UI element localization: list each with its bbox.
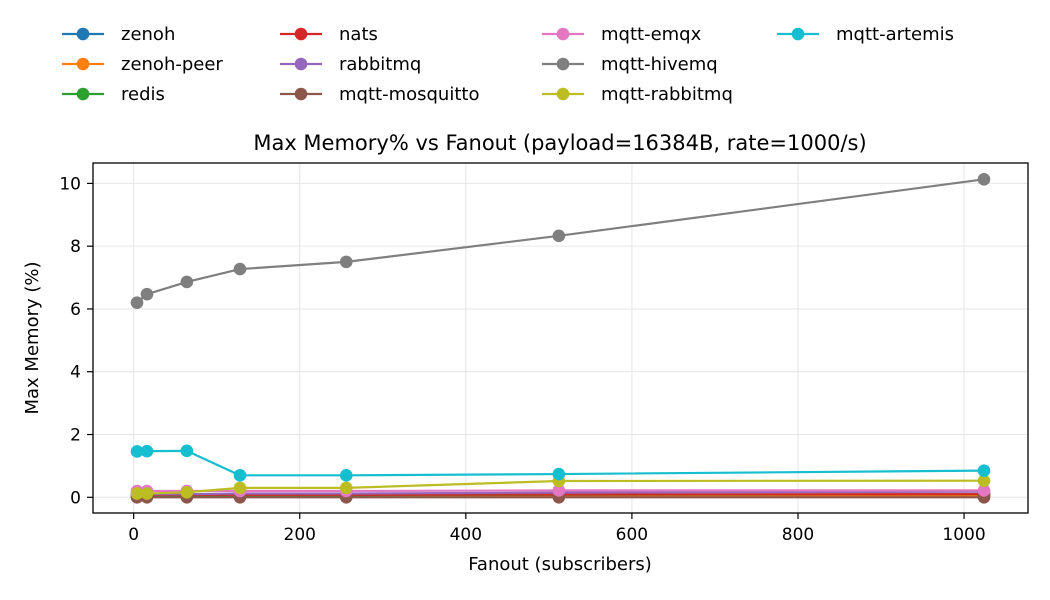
x-axis-label: Fanout (subscribers) [468, 554, 652, 575]
legend-item: mqtt-rabbitmq [542, 84, 733, 105]
legend-item: redis [62, 84, 165, 105]
legend-swatch-marker [294, 27, 308, 41]
data-point [977, 173, 991, 186]
grid [93, 163, 1028, 513]
data-point [180, 444, 194, 458]
legend-label: mqtt-artemis [836, 24, 954, 45]
data-point [233, 469, 247, 482]
legend-swatch-marker [556, 87, 570, 101]
legend-label: nats [339, 24, 378, 45]
legend-item: mqtt-artemis [777, 24, 954, 45]
legend-swatch-marker [76, 27, 90, 41]
x-tick-label: 800 [782, 525, 814, 545]
legend-swatch-marker [76, 57, 90, 71]
legend-label: mqtt-rabbitmq [601, 84, 733, 105]
x-axis: 0 200 400 600 800 1000 [128, 513, 986, 545]
legend-label: redis [121, 84, 165, 105]
x-tick-label: 600 [616, 525, 648, 545]
legend-swatch-marker [791, 27, 805, 41]
legend-label: rabbitmq [339, 54, 421, 75]
legend-item: zenoh [62, 24, 175, 45]
x-tick-label: 1000 [942, 525, 985, 545]
y-axis: 0 2 4 6 8 10 [59, 174, 93, 508]
x-tick-label: 0 [128, 525, 139, 545]
legend-item: rabbitmq [280, 54, 421, 75]
legend-label: mqtt-hivemq [601, 54, 718, 75]
series-mqtt-hivemq [130, 173, 991, 309]
data-point [233, 481, 247, 495]
data-point [140, 444, 154, 458]
series-layer [130, 173, 991, 504]
legend-swatch-marker [76, 87, 90, 101]
data-point [552, 467, 566, 481]
data-point [977, 484, 991, 497]
y-tick-label: 10 [59, 174, 81, 194]
data-point [339, 255, 353, 269]
data-point [552, 229, 566, 243]
data-point [140, 487, 154, 500]
data-point [130, 296, 144, 309]
data-point [130, 487, 144, 500]
y-tick-label: 2 [70, 426, 81, 446]
x-tick-label: 200 [284, 525, 316, 545]
data-point [233, 262, 247, 276]
data-point [339, 481, 353, 495]
data-point [339, 469, 353, 482]
y-axis-label: Max Memory (%) [22, 261, 43, 414]
legend-item: zenoh-peer [62, 54, 223, 75]
data-point [140, 287, 154, 301]
chart-title: Max Memory% vs Fanout (payload=16384B, r… [253, 131, 866, 155]
y-tick-label: 0 [70, 488, 81, 508]
legend-label: mqtt-mosquitto [339, 84, 479, 105]
x-tick-label: 400 [450, 525, 482, 545]
series-mqtt-rabbitmq [130, 474, 991, 500]
legend-item: mqtt-mosquitto [280, 84, 479, 105]
legend-swatch-marker [556, 57, 570, 71]
plot-frame [92, 162, 1029, 514]
data-point [552, 484, 566, 497]
data-point [180, 485, 194, 499]
y-tick-label: 8 [70, 237, 81, 257]
legend-label: zenoh-peer [121, 54, 223, 75]
y-tick-label: 6 [70, 300, 81, 320]
data-point [130, 445, 144, 458]
data-point [977, 464, 991, 477]
legend-item: nats [280, 24, 378, 45]
legend-swatch-marker [294, 57, 308, 71]
legend-label: mqtt-emqx [601, 24, 702, 45]
data-point [180, 275, 194, 289]
y-tick-label: 4 [70, 363, 81, 383]
legend-item: mqtt-emqx [542, 24, 702, 45]
series-mqtt-artemis [130, 444, 991, 482]
legend-label: zenoh [121, 24, 175, 45]
legend-swatch-marker [294, 87, 308, 101]
legend-item: mqtt-hivemq [542, 54, 718, 75]
legend: zenoh zenoh-peer redis nats rabbitmq mqtt-mos… [62, 24, 954, 105]
legend-swatch-marker [556, 27, 570, 41]
data-point [977, 474, 991, 487]
